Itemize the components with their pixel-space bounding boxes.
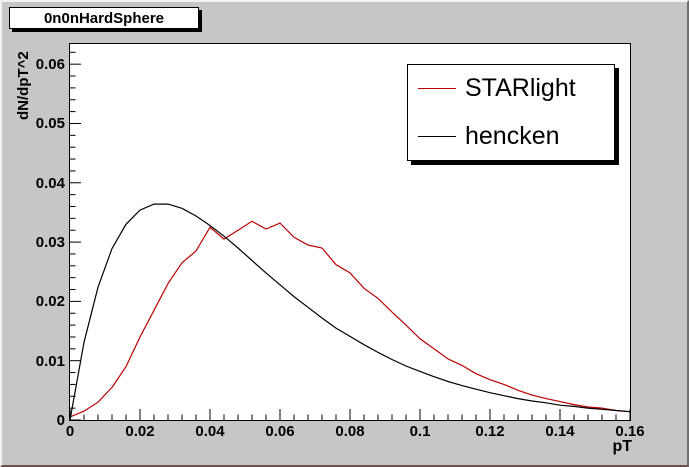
plot-area-svg: [70, 51, 630, 420]
y-tick-label: 0.04: [35, 174, 65, 192]
y-tick-label: 0.05: [35, 115, 65, 133]
series-line-hencken: [70, 203, 630, 420]
x-tick-label: 0.16: [615, 423, 645, 440]
x-tick-label: 0.06: [265, 423, 295, 440]
axis-tick-marks: [70, 51, 630, 420]
x-tick-label: 0: [65, 423, 75, 440]
y-tick-label: 0.06: [35, 56, 65, 74]
legend-label-hencken: hencken: [465, 121, 560, 150]
x-tick-label: 0.02: [125, 423, 155, 440]
legend-line-sample-starlight: [418, 88, 456, 90]
x-tick-label: 0.14: [545, 423, 575, 440]
legend-entry-starlight: STARlight: [408, 67, 614, 111]
x-tick-label: 0.04: [195, 423, 225, 440]
legend-box: STARlight hencken: [407, 64, 615, 161]
y-tick-label: 0: [56, 412, 65, 429]
y-tick-label: 0.03: [35, 234, 65, 252]
y-axis-title: dN/dpT^2: [15, 51, 32, 120]
histogram-title: 0n0nHardSphere: [43, 9, 165, 27]
x-tick-label: 0.08: [335, 423, 365, 440]
x-tick-label: 0.12: [475, 423, 505, 440]
x-tick-label: 0.1: [409, 423, 431, 440]
series-line-starlight: [70, 220, 630, 418]
y-tick-label: 0.01: [35, 352, 65, 370]
histogram-title-pave: 0n0nHardSphere: [9, 7, 199, 29]
legend-entry-hencken: hencken: [408, 114, 614, 158]
legend-label-starlight: STARlight: [465, 74, 576, 103]
legend-line-sample-hencken: [418, 135, 456, 137]
y-tick-label: 0.02: [35, 293, 65, 311]
x-axis-title: pT: [612, 438, 632, 455]
